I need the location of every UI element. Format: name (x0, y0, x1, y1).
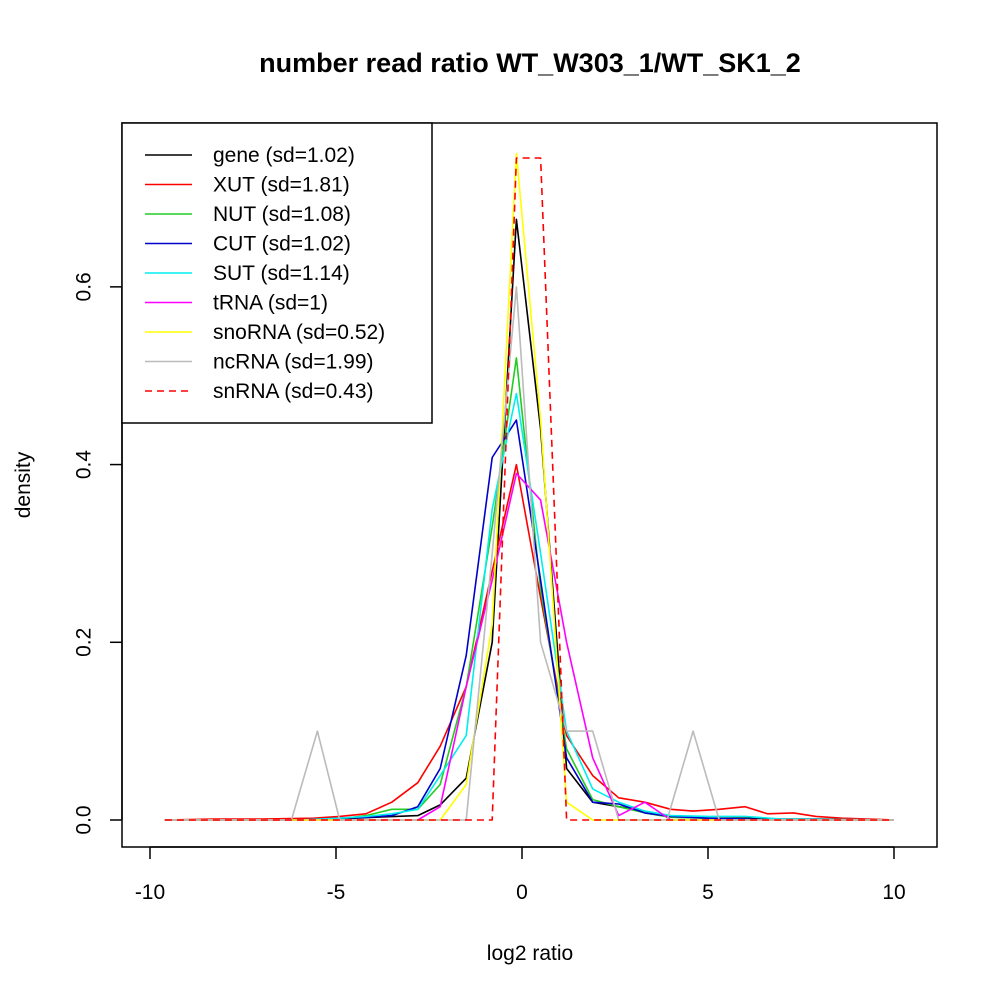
series-line (164, 472, 894, 821)
y-tick-label: 0.0 (73, 805, 96, 834)
series-line (164, 357, 894, 821)
legend-label: SUT (sd=1.14) (213, 262, 350, 285)
y-axis: 0.0 0.2 0.4 0.6 (73, 272, 123, 835)
legend-items: gene (sd=1.02) XUT (sd=1.81) NUT (sd=1.08)… (145, 144, 385, 403)
x-axis-label: log2 ratio (487, 942, 573, 965)
x-tick-label: 5 (702, 881, 714, 904)
y-tick-label: 0.4 (73, 450, 96, 480)
series-line (164, 463, 895, 821)
legend-label: NUT (sd=1.08) (213, 203, 351, 226)
legend-label: snoRNA (sd=0.52) (213, 321, 385, 344)
legend-label: snRNA (sd=0.43) (213, 380, 374, 403)
x-axis: -10 -5 0 5 10 (135, 846, 906, 904)
chart-title: number read ratio WT_W303_1/WT_SK1_2 (259, 48, 801, 78)
legend-label: tRNA (sd=1) (213, 292, 328, 315)
legend-label: gene (sd=1.02) (213, 144, 355, 167)
legend: gene (sd=1.02) XUT (sd=1.81) NUT (sd=1.08)… (121, 122, 433, 424)
y-tick-label: 0.2 (73, 628, 96, 657)
series-line (164, 157, 894, 821)
legend-label: XUT (sd=1.81) (213, 174, 350, 197)
x-tick-label: -10 (135, 881, 165, 904)
x-tick-label: 10 (882, 881, 905, 904)
series-line (164, 286, 894, 821)
series-line (164, 392, 895, 821)
series-layer (164, 152, 895, 821)
x-tick-label: -5 (327, 881, 346, 904)
legend-label: CUT (sd=1.02) (213, 233, 351, 256)
x-tick-label: 0 (516, 881, 528, 904)
series-line (164, 419, 894, 821)
legend-label: ncRNA (sd=1.99) (213, 351, 374, 374)
y-axis-label: density (12, 451, 35, 518)
y-tick-label: 0.6 (73, 272, 96, 301)
